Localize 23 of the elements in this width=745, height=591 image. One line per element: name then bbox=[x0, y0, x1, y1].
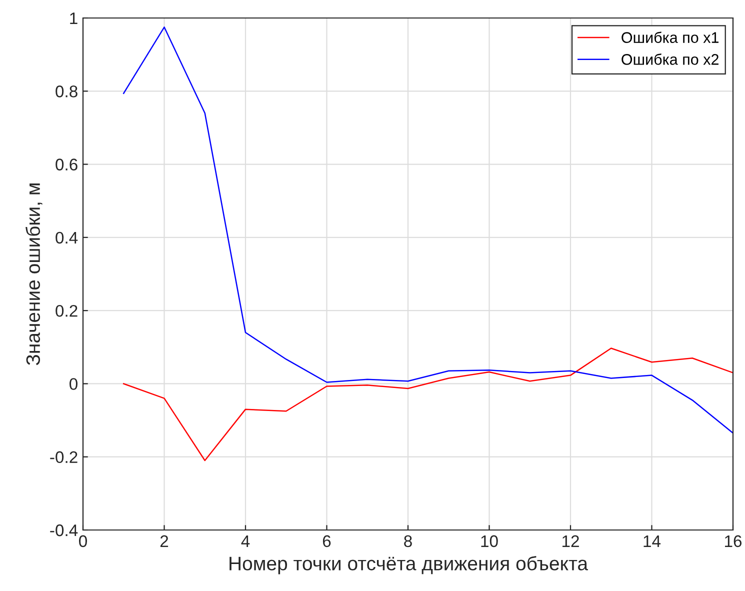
x-tick-label: 0 bbox=[79, 535, 87, 548]
x-tick-label: 2 bbox=[160, 535, 168, 547]
y-tick-label: -0.4 bbox=[50, 524, 78, 536]
legend-label: Ошибка по x1 bbox=[622, 32, 719, 43]
y-tick-label: 0.2 bbox=[56, 304, 78, 317]
y-tick-label: 0.4 bbox=[56, 232, 78, 244]
y-tick-label: 1 bbox=[70, 12, 78, 24]
line-series bbox=[123, 348, 733, 462]
x-tick-label: 12 bbox=[562, 535, 579, 547]
legend-label: Ошибка по x2 bbox=[622, 53, 718, 65]
x-tick-label: 8 bbox=[404, 535, 412, 548]
line-series bbox=[123, 26, 733, 434]
x-tick-label: 14 bbox=[644, 535, 661, 547]
x-tick-label: 16 bbox=[725, 535, 742, 548]
y-axis-title: Значение ошибки, м bbox=[26, 184, 42, 366]
x-axis-title: Номер точки отсчёта движения объекта bbox=[230, 556, 588, 574]
x-tick-label: 6 bbox=[322, 535, 331, 548]
x-tick-label: 4 bbox=[241, 535, 250, 547]
x-tick-label: 10 bbox=[481, 535, 498, 548]
y-tick-label: -0.2 bbox=[50, 451, 78, 464]
y-tick-label: 0.6 bbox=[56, 158, 78, 170]
y-tick-label: 0.8 bbox=[56, 86, 78, 98]
y-tick-label: 0 bbox=[70, 378, 78, 390]
